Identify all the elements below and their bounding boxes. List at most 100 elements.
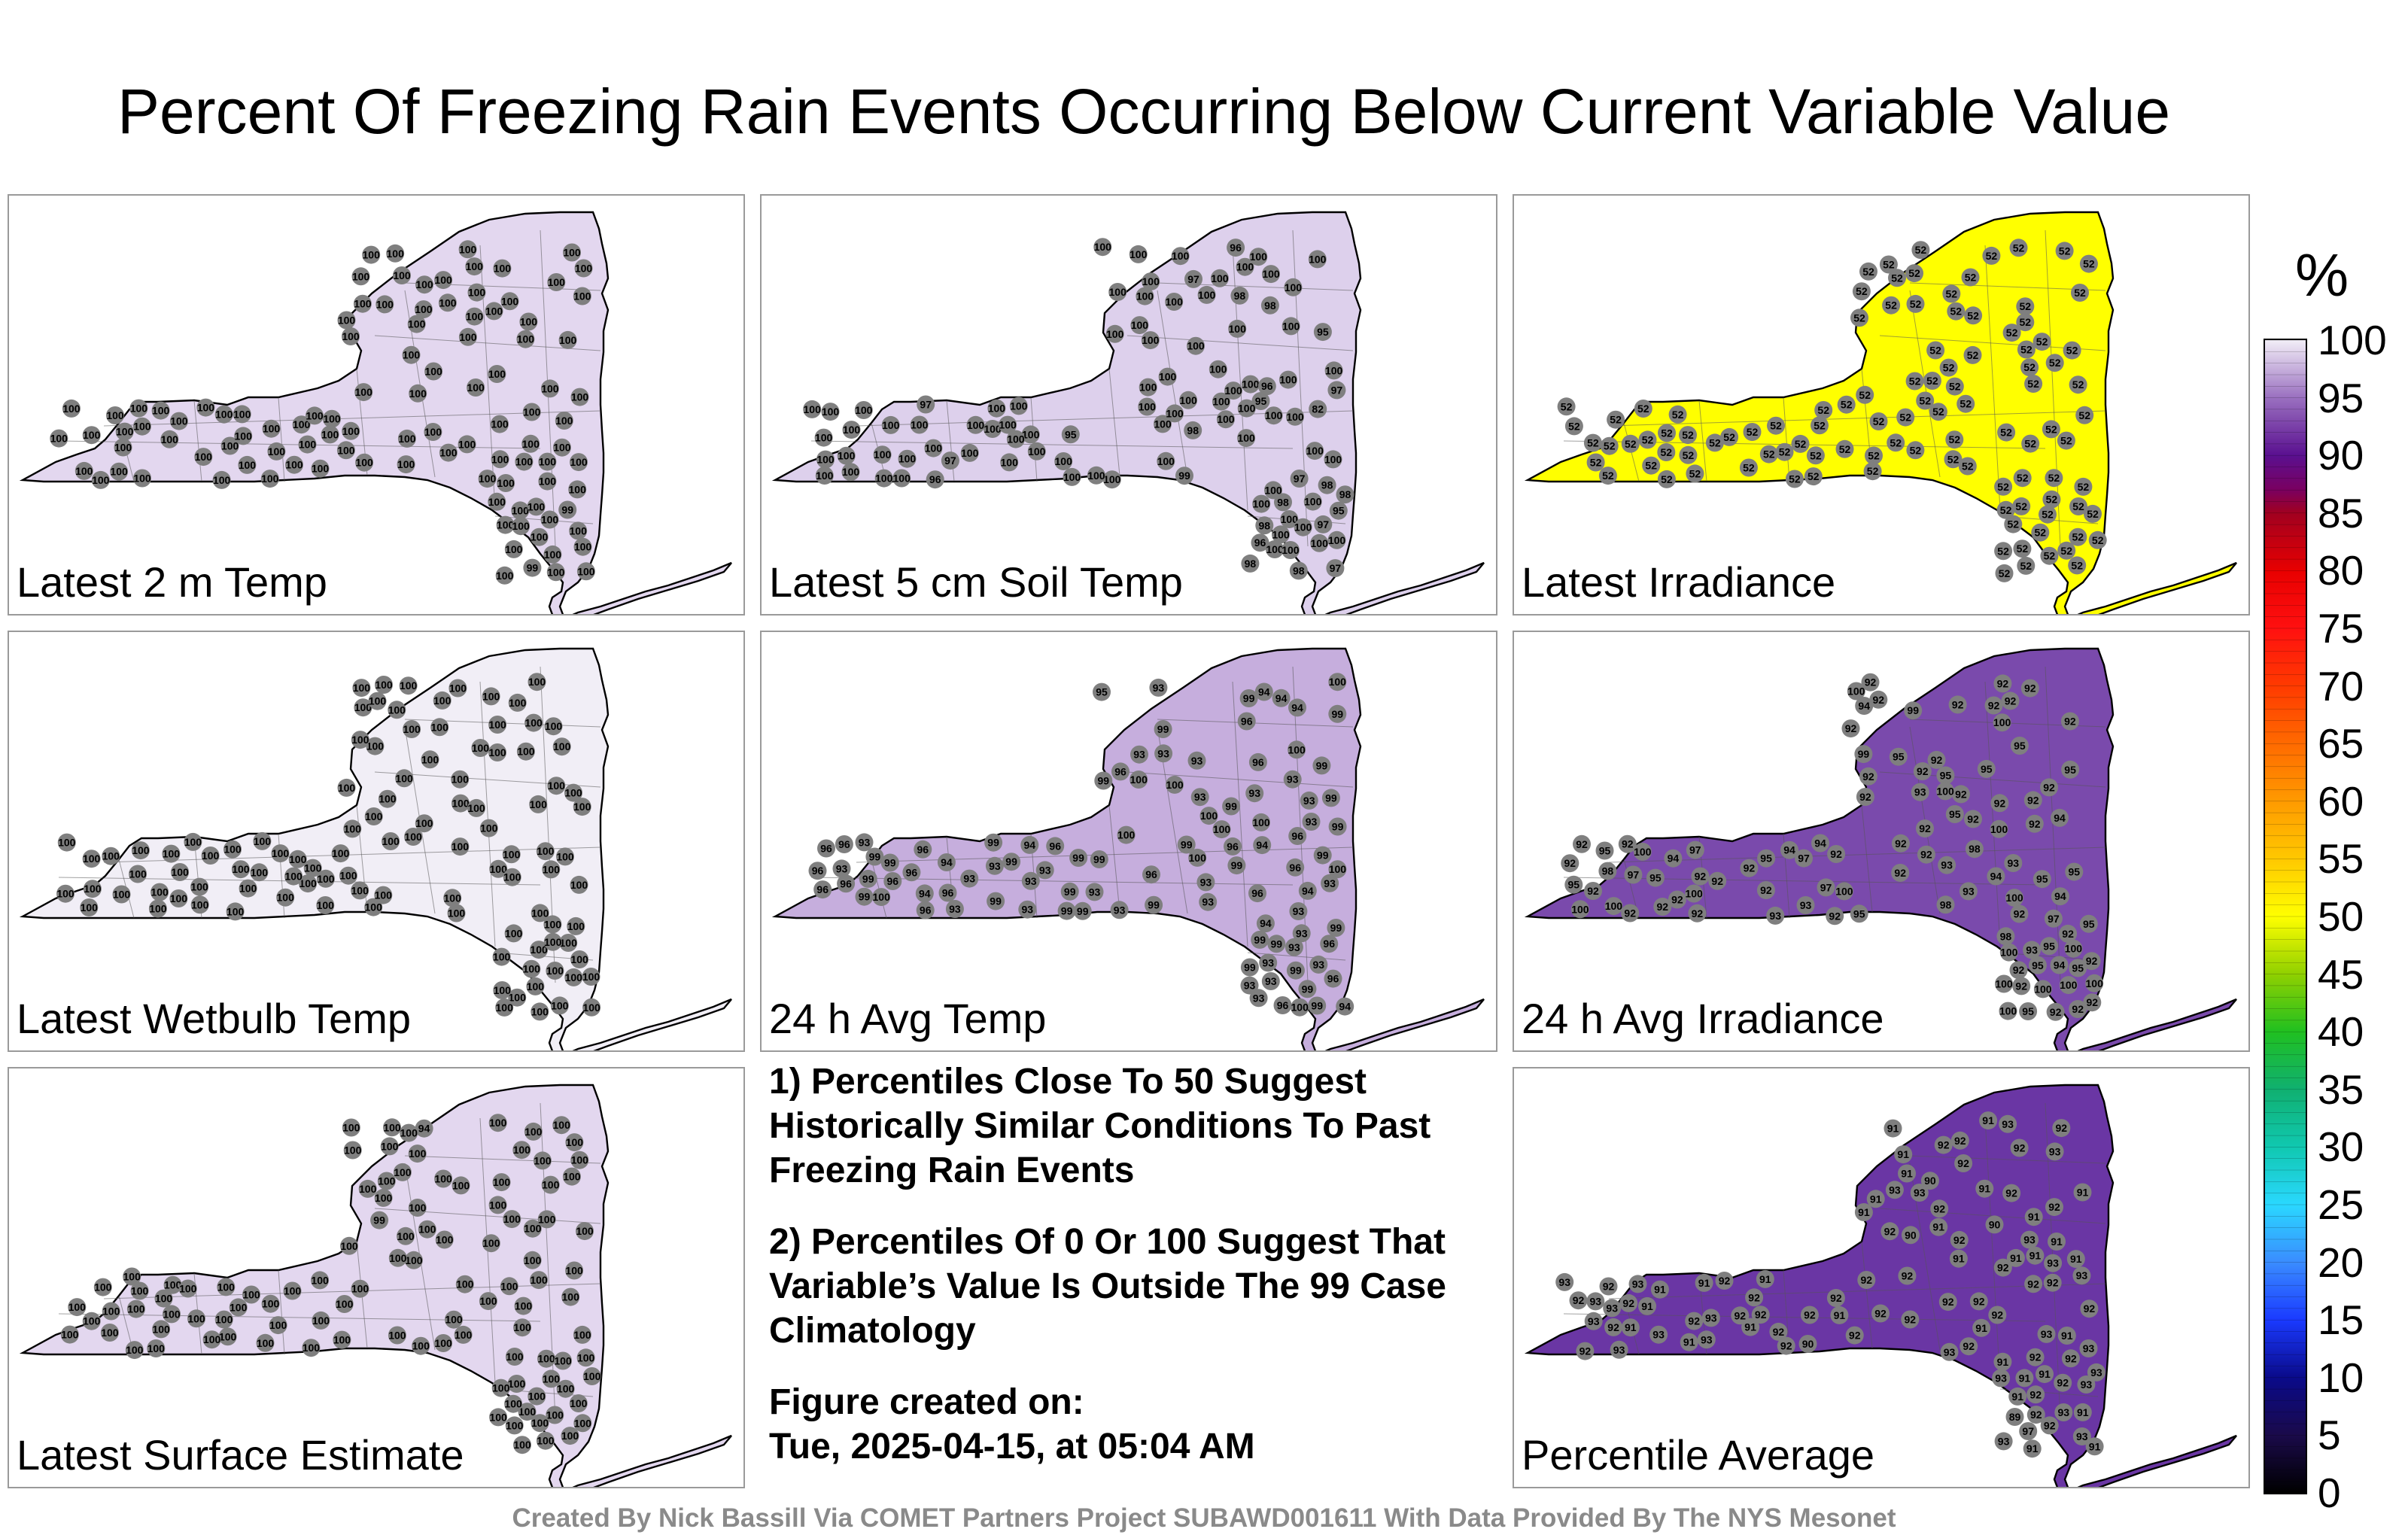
station-value: 100 (509, 992, 527, 1004)
station-value: 100 (479, 473, 497, 485)
station-value: 52 (1637, 403, 1649, 415)
station-value: 95 (1981, 763, 1993, 775)
station-marker (2063, 341, 2081, 360)
station-marker (152, 1320, 171, 1339)
station-value: 100 (503, 1213, 521, 1225)
station-value: 93 (2008, 857, 2020, 869)
station-value: 94 (2054, 959, 2066, 971)
station-marker (364, 898, 383, 916)
station-marker (1313, 846, 1332, 865)
station-marker (2071, 284, 2089, 302)
station-value: 100 (375, 1192, 393, 1204)
station-value: 100 (152, 405, 170, 417)
colorbar-tick-label: 65 (2318, 720, 2364, 768)
station-marker (337, 778, 356, 797)
station-marker (1241, 554, 1260, 573)
station-value: 100 (455, 1329, 473, 1341)
station-value: 100 (272, 847, 290, 859)
station-marker (378, 789, 397, 808)
station-value: 100 (1279, 374, 1297, 386)
station-value: 100 (355, 457, 373, 469)
station-value: 96 (840, 877, 852, 889)
station-value: 100 (102, 850, 120, 862)
station-marker (2052, 1119, 2071, 1138)
station-marker (386, 244, 405, 263)
station-value: 93 (1133, 749, 1145, 761)
station-value: 100 (873, 891, 891, 903)
station-marker (2016, 297, 2035, 316)
station-value: 100 (559, 334, 577, 346)
station-value: 91 (1932, 1221, 1944, 1233)
station-marker (471, 739, 490, 757)
station-value: 95 (1096, 686, 1108, 698)
station-marker (513, 1318, 532, 1337)
station-marker (2069, 497, 2087, 515)
station-marker (1830, 1306, 1849, 1324)
station-value: 52 (2024, 438, 2036, 450)
station-marker (1054, 452, 1073, 470)
station-marker (238, 455, 257, 474)
station-marker (503, 868, 521, 886)
station-value: 93 (1963, 885, 1975, 897)
station-marker (467, 798, 485, 817)
station-value: 100 (544, 918, 562, 930)
station-marker (2040, 1416, 2059, 1435)
station-value: 100 (365, 810, 383, 822)
station-value: 100 (570, 1397, 588, 1409)
station-value: 100 (317, 873, 335, 885)
station-marker (1618, 834, 1637, 853)
station-value: 100 (531, 907, 549, 919)
station-marker (491, 450, 509, 469)
station-value: 100 (1265, 409, 1283, 421)
station-value: 100 (132, 844, 150, 856)
station-marker (832, 859, 851, 878)
station-value: 92 (1942, 1296, 1954, 1308)
station-value: 92 (1988, 700, 2000, 712)
station-marker (2088, 530, 2107, 549)
station-marker (1309, 955, 1328, 974)
station-marker (2074, 477, 2093, 496)
station-value: 100 (1010, 400, 1028, 412)
station-marker (1997, 423, 2016, 442)
station-marker (2060, 712, 2079, 731)
station-value: 100 (489, 1411, 507, 1423)
station-marker (556, 847, 574, 866)
colorbar-tick-label: 50 (2318, 893, 2364, 940)
station-marker (1197, 285, 1216, 304)
station-value: 100 (257, 1337, 275, 1349)
station-value: 100 (415, 303, 433, 315)
station-value: 98 (1969, 843, 1981, 855)
station-marker (1731, 1306, 1750, 1325)
station-marker (1879, 255, 1898, 274)
station-marker (1756, 881, 1775, 899)
station-value: 100 (1605, 900, 1623, 912)
station-value: 100 (163, 1308, 181, 1320)
station-value: 52 (2044, 550, 2056, 562)
station-value: 52 (1561, 400, 1573, 412)
station-marker (2042, 420, 2060, 439)
station-value: 91 (1997, 1356, 2009, 1368)
station-value: 92 (1671, 894, 1683, 906)
station-marker (1804, 467, 1823, 486)
station-marker (1999, 1002, 2017, 1020)
station-marker (1108, 283, 1127, 301)
station-value: 92 (1607, 1321, 1619, 1333)
station-value: 100 (555, 415, 573, 427)
station-value: 100 (546, 965, 564, 977)
station-marker (2026, 1348, 2045, 1366)
station-marker (2073, 1183, 2092, 1202)
station-marker (1212, 392, 1230, 411)
station-marker (564, 968, 583, 986)
station-marker (1947, 302, 1966, 321)
station-value: 100 (342, 330, 360, 342)
colorbar-tick-label: 0 (2318, 1470, 2341, 1516)
station-value: 93 (2026, 944, 2038, 956)
station-value: 100 (2005, 892, 2023, 904)
station-marker (93, 1278, 112, 1296)
station-value: 93 (1800, 899, 1812, 911)
station-marker (1701, 1309, 1720, 1327)
station-value: 92 (1830, 1292, 1842, 1304)
station-marker (568, 480, 587, 499)
station-value: 52 (2045, 423, 2057, 435)
colorbar-tick-label: 95 (2318, 374, 2364, 421)
